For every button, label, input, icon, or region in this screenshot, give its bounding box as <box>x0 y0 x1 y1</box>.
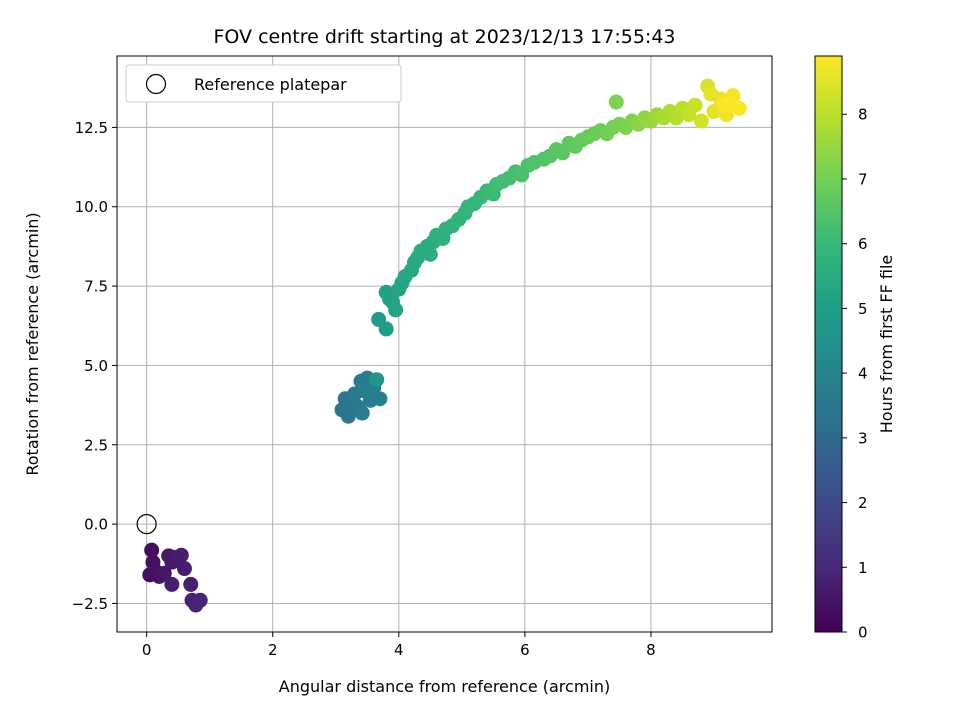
legend-label: Reference platepar <box>194 75 347 94</box>
colorbar-tick-label: 0 <box>858 624 868 642</box>
data-point <box>156 565 172 581</box>
colorbar-ticks: 0 1 2 3 4 5 6 7 8 <box>842 106 868 642</box>
colorbar-tick-label: 4 <box>858 365 868 383</box>
data-point <box>378 321 394 337</box>
data-point <box>354 405 370 421</box>
y-axis-ticks: −2.5 0.0 2.5 5.0 7.5 10.0 12.5 <box>72 119 117 613</box>
data-point <box>164 576 180 592</box>
colorbar-tick-label: 1 <box>858 559 868 577</box>
y-tick-label: 2.5 <box>84 436 108 454</box>
data-point <box>608 94 624 110</box>
reference-point-marker <box>136 513 157 535</box>
data-point <box>687 97 703 113</box>
x-tick-label: 8 <box>646 641 656 659</box>
x-tick-label: 0 <box>142 641 152 659</box>
colorbar-label: Hours from first FF file <box>877 255 896 434</box>
colorbar-tick-label: 8 <box>858 106 868 124</box>
chart-title: FOV centre drift starting at 2023/12/13 … <box>213 26 675 48</box>
plot-frame <box>116 55 773 633</box>
colorbar-tick-label: 5 <box>858 300 868 318</box>
colorbar-tick-label: 3 <box>858 429 868 447</box>
y-tick-label: 10.0 <box>75 198 108 216</box>
legend-box <box>125 64 402 103</box>
legend: Reference platepar <box>125 64 402 103</box>
data-point <box>369 372 385 388</box>
data-point <box>693 113 709 129</box>
y-axis-label: Rotation from reference (arcmin) <box>23 212 42 475</box>
data-point <box>173 547 189 563</box>
data-point <box>388 302 404 318</box>
colorbar-tick-label: 2 <box>858 494 868 512</box>
colorbar <box>814 55 843 633</box>
data-point <box>340 408 356 424</box>
data-point <box>422 246 438 262</box>
x-tick-label: 4 <box>394 641 404 659</box>
data-point <box>372 391 388 407</box>
data-point <box>192 592 208 608</box>
grid-lines <box>117 56 772 632</box>
colorbar-tick-label: 6 <box>858 235 868 253</box>
x-axis-ticks: 0 2 4 6 8 <box>142 632 656 659</box>
colorbar-tick-label: 7 <box>858 170 868 188</box>
y-tick-label: 0.0 <box>84 516 108 534</box>
y-tick-label: 12.5 <box>75 119 108 137</box>
y-tick-label: −2.5 <box>72 595 108 613</box>
x-axis-label: Angular distance from reference (arcmin) <box>279 677 610 696</box>
data-points <box>142 78 747 613</box>
y-tick-label: 5.0 <box>84 357 108 375</box>
y-tick-label: 7.5 <box>84 278 108 296</box>
x-tick-label: 6 <box>520 641 530 659</box>
data-point <box>144 542 160 558</box>
data-point <box>703 86 719 102</box>
data-point <box>183 576 199 592</box>
x-tick-label: 2 <box>268 641 278 659</box>
legend-marker <box>145 73 167 95</box>
data-point <box>722 96 738 112</box>
data-point <box>176 561 192 577</box>
